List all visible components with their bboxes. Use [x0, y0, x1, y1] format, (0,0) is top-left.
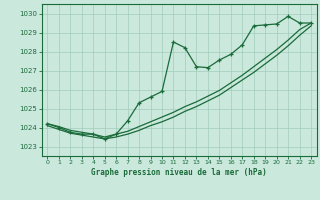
X-axis label: Graphe pression niveau de la mer (hPa): Graphe pression niveau de la mer (hPa) [91, 168, 267, 177]
